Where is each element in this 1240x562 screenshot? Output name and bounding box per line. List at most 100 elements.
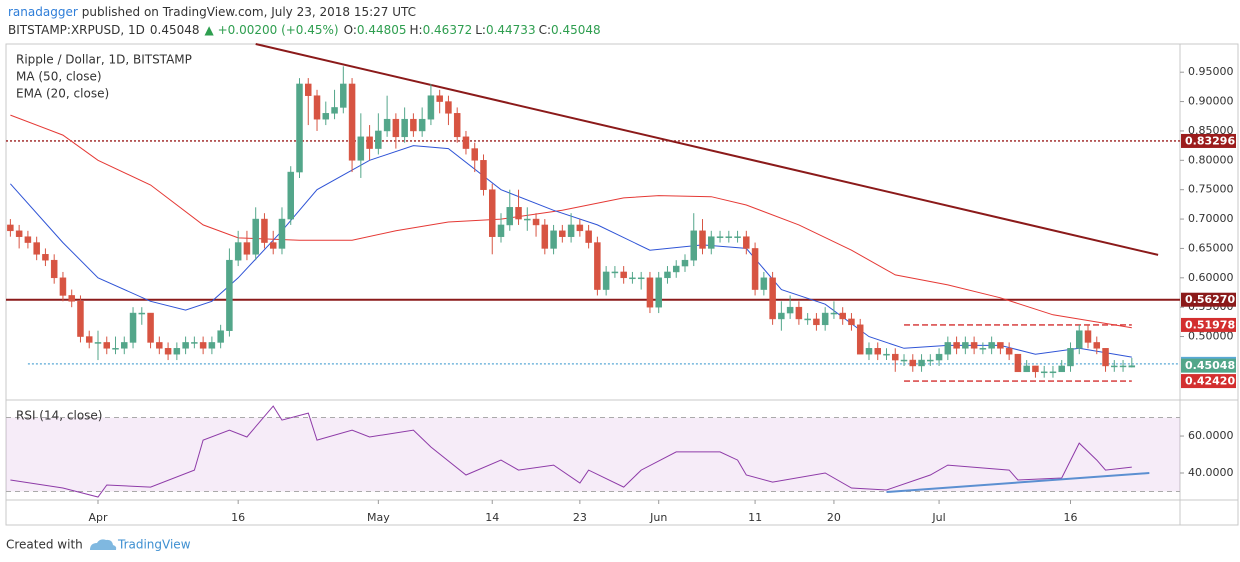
candle-body <box>50 259 58 279</box>
candle-body <box>147 312 154 343</box>
rsi-tick-label: 60.0000 <box>1188 429 1234 442</box>
candle-body <box>366 136 373 149</box>
published: published on TradingView.com, July 23, 2… <box>82 5 416 19</box>
y-tick-label: 0.50000 <box>1188 330 1234 343</box>
candle-body <box>848 318 855 326</box>
candle-body <box>1067 348 1074 367</box>
candle-body <box>1128 365 1136 368</box>
low-value: 0.44733 <box>486 23 536 37</box>
candle-body <box>813 318 820 326</box>
candle-body <box>769 277 776 320</box>
price-label-bg <box>1181 358 1236 373</box>
x-tick-label: 11 <box>748 511 762 524</box>
rsi-tick-label: 40.0000 <box>1188 466 1234 479</box>
candle-body <box>602 271 610 290</box>
candle-body <box>637 277 645 280</box>
candle-body <box>68 295 75 302</box>
candle-body <box>672 265 680 273</box>
candle-body <box>191 342 198 344</box>
candle-body <box>42 254 49 261</box>
candle-body <box>734 236 741 238</box>
candle-body <box>883 353 890 356</box>
candle-body <box>795 306 803 320</box>
candle-body <box>576 224 584 232</box>
candle-body <box>182 342 189 349</box>
candle-body <box>269 242 277 249</box>
candle-body <box>699 230 706 249</box>
candle-body <box>488 189 496 237</box>
candle-body <box>900 359 908 362</box>
candle-body <box>296 83 303 173</box>
candle-body <box>1084 330 1092 343</box>
candle-body <box>24 236 32 243</box>
y-tick-label: 0.90000 <box>1188 95 1234 108</box>
candle-body <box>305 83 312 96</box>
candle-body <box>1093 342 1101 349</box>
candle-body <box>418 118 426 132</box>
candle-body <box>392 118 400 138</box>
candle-body <box>33 242 40 255</box>
candle-body <box>278 218 286 249</box>
candle-body <box>348 83 356 161</box>
candle-body <box>7 224 14 232</box>
candle-body <box>462 136 470 149</box>
candle-body <box>383 118 391 132</box>
candle-body <box>690 230 698 261</box>
close-value: 0.45048 <box>551 23 601 37</box>
candle-body <box>786 306 794 314</box>
candle-body <box>909 359 917 367</box>
candle-body <box>1119 365 1127 368</box>
x-tick-label: 20 <box>827 511 841 524</box>
o-label: O: <box>344 23 357 37</box>
candle-body <box>708 236 715 249</box>
candle-body <box>208 342 216 349</box>
candle-body <box>445 101 452 114</box>
last-close: 0.45048 <box>150 23 200 37</box>
candle-body <box>1075 330 1083 349</box>
rsi-trendline <box>886 472 1150 494</box>
candle-body <box>129 312 137 343</box>
price-label: 0.83296 <box>1185 134 1235 147</box>
candle-body <box>94 342 102 344</box>
candle-body <box>427 95 435 120</box>
price-label-bg <box>1181 374 1236 389</box>
y-tick-label: 0.70000 <box>1188 212 1234 225</box>
high-value: 0.46372 <box>423 23 473 37</box>
candle-body <box>927 359 934 362</box>
x-tick-label: 16 <box>1063 511 1077 524</box>
candle-body <box>725 236 733 238</box>
author[interactable]: ranadagger <box>8 5 78 19</box>
x-tick-label: May <box>367 511 390 524</box>
x-tick-label: 23 <box>573 511 587 524</box>
candle-body <box>962 342 969 349</box>
candle-body <box>375 130 382 149</box>
header-line: ranadagger published on TradingView.com, … <box>8 5 416 19</box>
x-tick-label: 16 <box>231 511 245 524</box>
open-value: 0.44805 <box>357 23 407 37</box>
candle-body <box>1005 348 1013 355</box>
candle-body <box>453 113 461 138</box>
candle-body <box>217 330 224 343</box>
l-label: L: <box>475 23 486 37</box>
symbol: BITSTAMP:XRPUSD, 1D <box>8 23 145 37</box>
candle-body <box>646 277 654 308</box>
footer-brand[interactable]: TradingView <box>117 538 191 552</box>
candle-body <box>585 230 592 243</box>
candle-body <box>550 230 557 249</box>
candle-body <box>401 118 408 138</box>
candle-body <box>515 207 522 220</box>
candle-body <box>112 348 119 350</box>
candle-body <box>252 218 259 255</box>
candle-body <box>410 118 417 132</box>
candle-body <box>164 348 172 355</box>
candle-body <box>743 236 750 249</box>
candle-body <box>541 224 549 249</box>
candle-body <box>322 113 330 120</box>
candle-body <box>629 277 636 280</box>
candle-body <box>15 230 23 237</box>
plot: 0.95000 0.90000 0.85000 0.80000 0.75000 0.700… <box>6 43 1236 524</box>
candle-body <box>313 95 321 120</box>
candle-body <box>234 242 242 261</box>
y-tick-label: 0.65000 <box>1188 241 1234 254</box>
brand-logo[interactable] <box>90 539 117 550</box>
